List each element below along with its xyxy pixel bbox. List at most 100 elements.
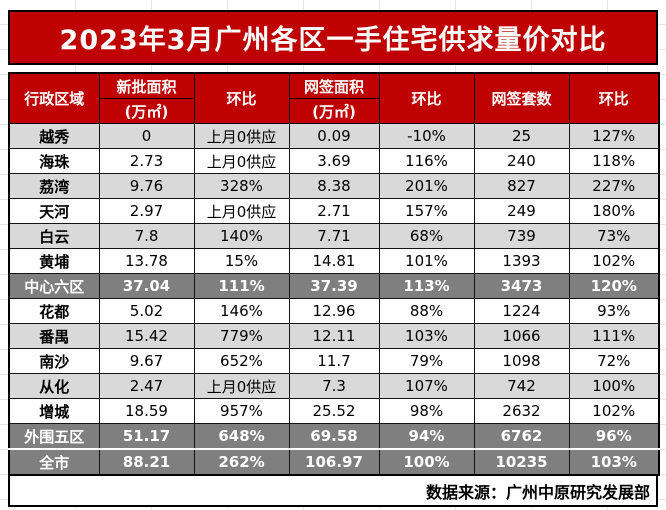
value-cell: 742: [473, 373, 570, 399]
value-cell: 328%: [193, 173, 290, 199]
value-cell: -10%: [378, 123, 475, 149]
region-cell: 全市: [8, 448, 100, 476]
value-cell: 18.59: [98, 398, 195, 424]
value-cell: 10235: [473, 448, 570, 476]
value-cell: 上月0供应: [193, 148, 290, 174]
value-cell: 827: [473, 173, 570, 199]
value-cell: 15.42: [98, 323, 195, 349]
value-cell: 739: [473, 223, 570, 249]
value-cell: 103%: [568, 448, 660, 476]
value-cell: 73%: [568, 223, 660, 249]
value-cell: 0.09: [288, 123, 380, 149]
region-cell: 黄埔: [8, 248, 100, 274]
value-cell: 100%: [568, 373, 660, 399]
table-row: 越秀 0 上月0供应 0.09 -10% 25 127%: [8, 123, 660, 149]
region-cell: 白云: [8, 223, 100, 249]
value-cell: 648%: [193, 423, 290, 450]
region-cell: 外围五区: [8, 423, 100, 450]
value-cell: 37.39: [288, 273, 380, 299]
value-cell: 111%: [193, 273, 290, 299]
value-cell: 107%: [378, 373, 475, 399]
value-cell: 51.17: [98, 423, 195, 450]
value-cell: 0: [98, 123, 195, 149]
value-cell: 120%: [568, 273, 660, 299]
value-cell: 1066: [473, 323, 570, 349]
page-title: 2023年3月广州各区一手住宅供求量价对比: [8, 10, 658, 65]
table-row: 外围五区 51.17 648% 69.58 94% 6762 96%: [8, 423, 660, 450]
value-cell: 2632: [473, 398, 570, 424]
header-signed-units-mom: 环比: [568, 72, 660, 124]
value-cell: 2.73: [98, 148, 195, 174]
header-signed-area-mom: 环比: [378, 72, 475, 124]
value-cell: 12.11: [288, 323, 380, 349]
value-cell: 779%: [193, 323, 290, 349]
value-cell: 180%: [568, 198, 660, 224]
table-row: 增城 18.59 957% 25.52 98% 2632 102%: [8, 398, 660, 424]
value-cell: 6762: [473, 423, 570, 450]
value-cell: 118%: [568, 148, 660, 174]
value-cell: 上月0供应: [193, 198, 290, 224]
value-cell: 25: [473, 123, 570, 149]
value-cell: 14.81: [288, 248, 380, 274]
value-cell: 88%: [378, 298, 475, 324]
value-cell: 1393: [473, 248, 570, 274]
table-row: 白云 7.8 140% 7.71 68% 739 73%: [8, 223, 660, 249]
value-cell: 102%: [568, 398, 660, 424]
value-cell: 3473: [473, 273, 570, 299]
value-cell: 72%: [568, 348, 660, 374]
supply-demand-table: 行政区域 新批面积 环比 网签面积 环比 网签套数 环比 (万㎡) (万㎡) 越…: [8, 72, 660, 476]
value-cell: 1224: [473, 298, 570, 324]
value-cell: 101%: [378, 248, 475, 274]
value-cell: 2.97: [98, 198, 195, 224]
value-cell: 652%: [193, 348, 290, 374]
value-cell: 106.97: [288, 448, 380, 476]
value-cell: 69.58: [288, 423, 380, 450]
region-cell: 增城: [8, 398, 100, 424]
value-cell: 9.67: [98, 348, 195, 374]
value-cell: 88.21: [98, 448, 195, 476]
value-cell: 上月0供应: [193, 123, 290, 149]
value-cell: 227%: [568, 173, 660, 199]
value-cell: 79%: [378, 348, 475, 374]
value-cell: 11.7: [288, 348, 380, 374]
table-row: 黄埔 13.78 15% 14.81 101% 1393 102%: [8, 248, 660, 274]
value-cell: 93%: [568, 298, 660, 324]
region-cell: 越秀: [8, 123, 100, 149]
value-cell: 1098: [473, 348, 570, 374]
header-new-area: 新批面积: [98, 72, 195, 99]
value-cell: 249: [473, 198, 570, 224]
value-cell: 140%: [193, 223, 290, 249]
header-new-area-mom: 环比: [193, 72, 290, 124]
region-cell: 花都: [8, 298, 100, 324]
table-row: 荔湾 9.76 328% 8.38 201% 827 227%: [8, 173, 660, 199]
value-cell: 8.38: [288, 173, 380, 199]
table-row: 海珠 2.73 上月0供应 3.69 116% 240 118%: [8, 148, 660, 174]
value-cell: 102%: [568, 248, 660, 274]
value-cell: 3.69: [288, 148, 380, 174]
value-cell: 7.71: [288, 223, 380, 249]
table-row: 从化 2.47 上月0供应 7.3 107% 742 100%: [8, 373, 660, 399]
table-row: 番禺 15.42 779% 12.11 103% 1066 111%: [8, 323, 660, 349]
value-cell: 上月0供应: [193, 373, 290, 399]
header-new-area-unit: (万㎡): [98, 98, 195, 124]
data-source-note: 数据来源：广州中原研究发展部: [8, 476, 658, 507]
value-cell: 262%: [193, 448, 290, 476]
header-signed-area: 网签面积: [288, 72, 380, 99]
table-row: 全市 88.21 262% 106.97 100% 10235 103%: [8, 448, 660, 476]
value-cell: 111%: [568, 323, 660, 349]
table-body: 越秀 0 上月0供应 0.09 -10% 25 127% 海珠 2.73 上月0供应 3.69 116…: [8, 123, 660, 476]
table-header: 行政区域 新批面积 环比 网签面积 环比 网签套数 环比 (万㎡) (万㎡): [8, 72, 660, 124]
value-cell: 94%: [378, 423, 475, 450]
value-cell: 5.02: [98, 298, 195, 324]
supply-demand-report: 2023年3月广州各区一手住宅供求量价对比 行政区域 新批面积 环比 网签面积 …: [8, 10, 660, 507]
value-cell: 7.8: [98, 223, 195, 249]
table-row: 天河 2.97 上月0供应 2.71 157% 249 180%: [8, 198, 660, 224]
value-cell: 7.3: [288, 373, 380, 399]
region-cell: 海珠: [8, 148, 100, 174]
value-cell: 9.76: [98, 173, 195, 199]
value-cell: 37.04: [98, 273, 195, 299]
table-row: 中心六区 37.04 111% 37.39 113% 3473 120%: [8, 273, 660, 299]
region-cell: 番禺: [8, 323, 100, 349]
value-cell: 127%: [568, 123, 660, 149]
